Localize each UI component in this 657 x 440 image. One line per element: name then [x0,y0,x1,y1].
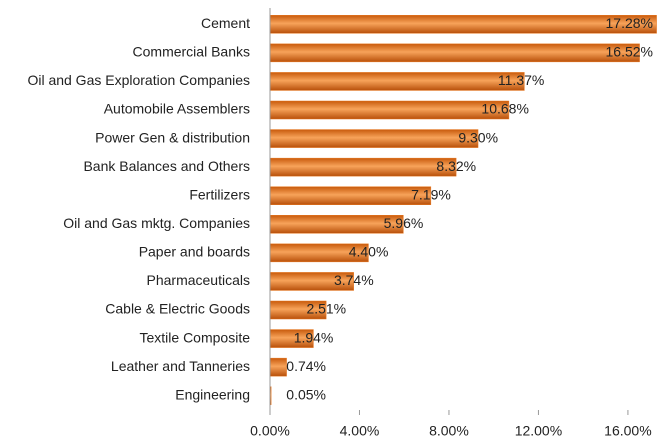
bar [269,129,479,148]
category-label: Bank Balances and Others [83,158,250,174]
category-label: Cement [201,15,250,31]
bar [269,15,657,34]
data-label: 0.74% [286,358,326,374]
category-label: Cable & Electric Goods [105,301,250,317]
data-label: 4.40% [349,244,389,260]
category-label: Oil and Gas mktg. Companies [63,215,250,231]
category-label: Commercial Banks [133,44,250,60]
category-label: Engineering [175,386,250,402]
bar [269,43,640,63]
category-label: Pharmaceuticals [147,272,251,288]
x-tick-label: 0.00% [250,423,290,439]
data-label: 3.74% [334,272,374,288]
category-label: Oil and Gas Exploration Companies [27,72,250,88]
bar [269,157,457,177]
data-label: 9.30% [458,129,498,145]
category-label: Automobile Assemblers [104,101,250,117]
x-tick-label: 12.00% [515,423,562,439]
category-label: Leather and Tanneries [111,358,250,374]
bar [269,72,525,91]
x-tick-label: 16.00% [604,423,651,439]
bar [269,100,510,120]
x-tick-label: 4.00% [340,423,380,439]
data-label: 1.94% [294,329,334,345]
data-label: 17.28% [606,15,653,31]
category-label: Power Gen & distribution [95,129,250,145]
category-label: Fertilizers [189,186,250,202]
data-label: 0.05% [286,386,326,402]
category-label: Paper and boards [139,244,250,260]
data-label: 16.52% [606,44,653,60]
data-label: 7.19% [411,186,451,202]
data-label: 10.68% [481,101,528,117]
bar [269,357,287,377]
x-tick-label: 8.00% [429,423,469,439]
category-label: Textile Composite [140,329,251,345]
data-label: 5.96% [384,215,424,231]
bar [269,186,432,205]
data-label: 8.32% [436,158,476,174]
data-label: 11.37% [498,72,544,88]
data-label: 2.51% [306,301,346,317]
